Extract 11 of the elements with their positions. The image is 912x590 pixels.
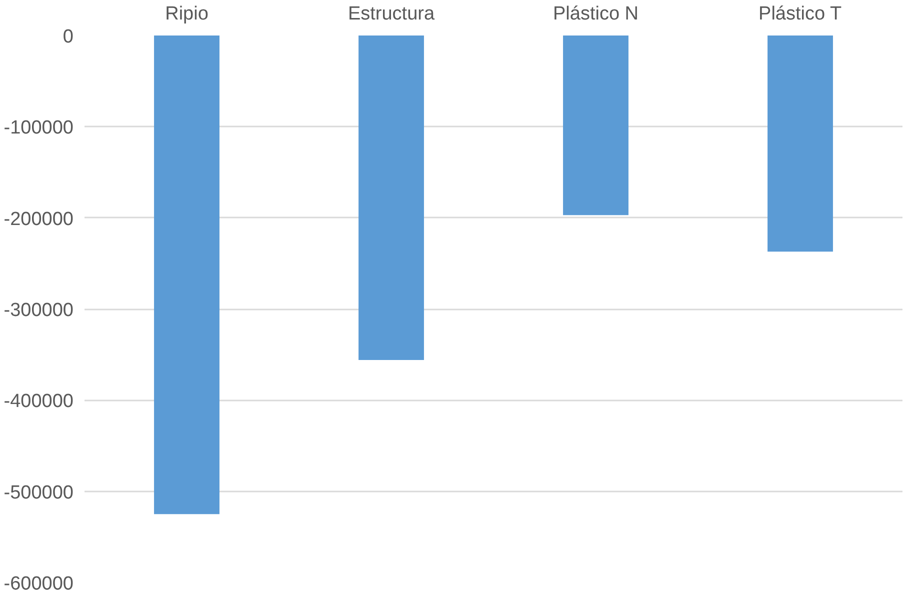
- y-tick-label: -500000: [4, 482, 74, 504]
- y-tick-label: -600000: [4, 574, 74, 590]
- y-tick-label: -300000: [4, 300, 74, 321]
- x-tick-label: Plástico T: [758, 4, 842, 24]
- y-tick-label: 0: [62, 26, 74, 48]
- x-tick-label: Plástico N: [552, 4, 639, 24]
- y-tick-label: -200000: [4, 208, 74, 230]
- x-tick-label: Estructura: [348, 4, 435, 24]
- y-tick-label: -100000: [4, 118, 74, 139]
- x-tick-label: Ripio: [165, 4, 208, 24]
- y-tick-label: -400000: [4, 391, 74, 412]
